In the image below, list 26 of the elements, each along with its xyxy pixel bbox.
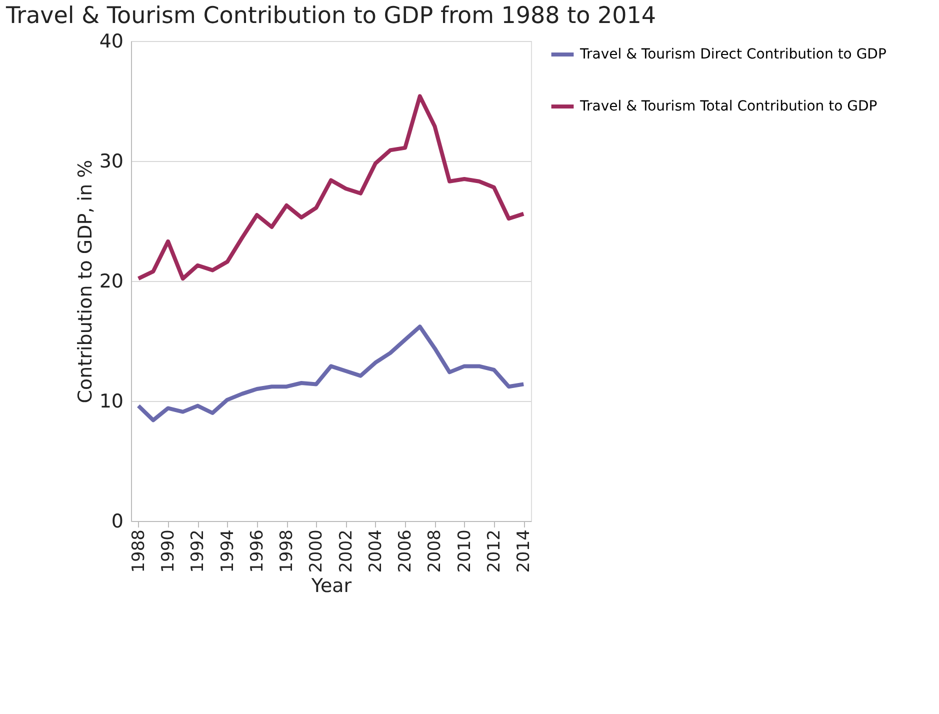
x-tick-label: 2012: [484, 530, 504, 573]
x-tick-label: 1996: [247, 530, 268, 573]
x-tick-label: 2008: [425, 530, 446, 573]
x-tick-label: 2004: [366, 530, 386, 573]
x-tick-label: 2002: [336, 530, 356, 573]
x-tick-label: 1990: [158, 530, 179, 573]
x-tick-label: 1998: [277, 530, 298, 573]
y-axis-title: Contribution to GDP, in %: [74, 160, 96, 404]
legend-label: Travel & Tourism Total Contribution to GDP: [579, 98, 878, 114]
y-tick-label: 20: [99, 270, 124, 292]
x-tick-label: 1988: [128, 530, 149, 573]
x-tick-label: 2014: [514, 530, 534, 573]
x-tick-label: 1992: [188, 530, 208, 573]
y-tick-label: 40: [99, 30, 124, 52]
x-tick-label: 1994: [218, 530, 238, 573]
x-tick-label: 2000: [306, 530, 327, 573]
line-series: [136, 324, 526, 422]
legend-label: Travel & Tourism Direct Contribution to GDP: [579, 46, 886, 62]
x-axis-title: Year: [310, 574, 352, 597]
line-series: [136, 94, 526, 281]
y-tick-label: 30: [99, 150, 124, 172]
y-tick-label: 10: [99, 390, 124, 412]
y-tick-label: 0: [111, 510, 124, 532]
chart-title: Travel & Tourism Contribution to GDP from 1988 to 2014: [4, 3, 656, 29]
x-tick-label: 2006: [396, 530, 416, 573]
x-tick-label: 2010: [454, 530, 475, 573]
